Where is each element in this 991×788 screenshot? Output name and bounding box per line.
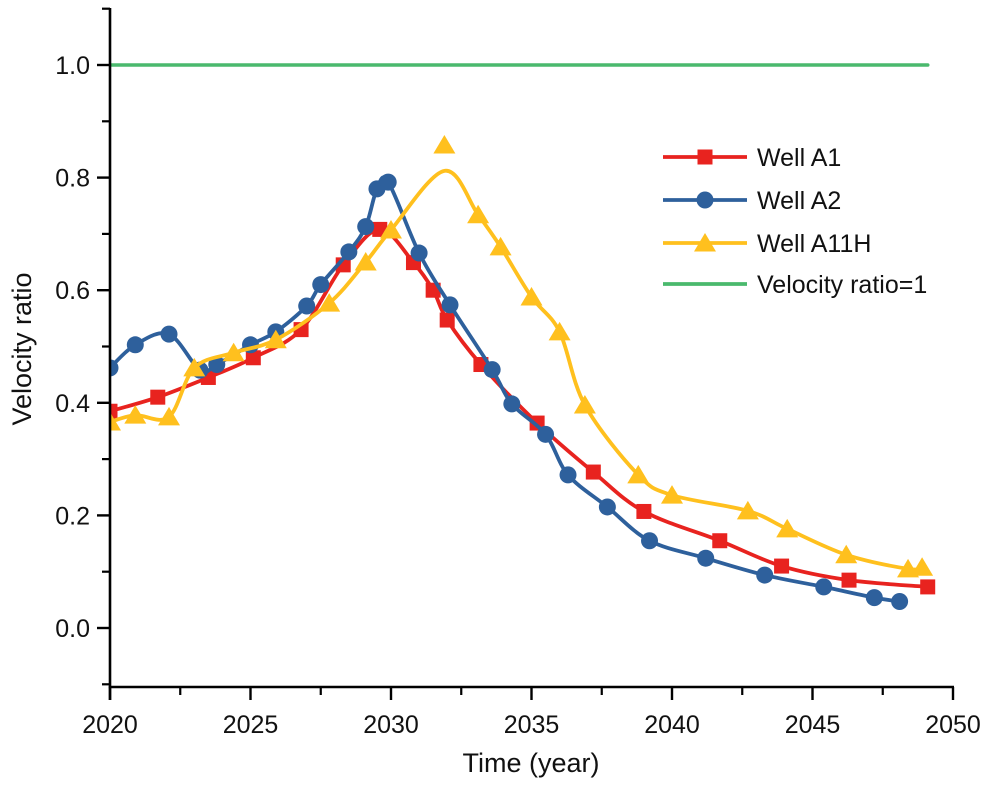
circle-marker (865, 589, 883, 607)
circle-marker (503, 395, 521, 413)
legend-label: Well A11H (757, 230, 871, 258)
triangle-marker (489, 236, 512, 256)
circle-marker (126, 336, 144, 354)
series-well-a11h (111, 134, 934, 578)
y-tick-label: 0.4 (55, 390, 90, 418)
legend-label: Well A2 (757, 187, 841, 215)
axes-layer (97, 7, 955, 700)
circle-marker (641, 532, 659, 550)
circle-marker (160, 325, 178, 343)
triangle-marker (264, 329, 287, 349)
triangle-marker (354, 252, 377, 271)
square-marker-icon (697, 149, 713, 165)
square-marker (841, 572, 857, 588)
triangle-marker (124, 405, 147, 424)
x-tick-label: 2050 (925, 711, 981, 739)
triangle-marker (111, 413, 121, 431)
circle-marker (208, 356, 226, 374)
circle-marker (379, 173, 397, 191)
circle-marker (357, 218, 375, 236)
triangle-marker (222, 342, 245, 362)
y-tick-label: 0.0 (55, 615, 90, 643)
triangle-marker (911, 557, 934, 576)
y-tick-label: 0.8 (55, 165, 90, 193)
legend-label: Velocity ratio=1 (757, 271, 927, 299)
x-tick-label: 2030 (363, 711, 419, 739)
square-marker (585, 464, 601, 480)
series-layer (111, 63, 936, 611)
x-tick-label: 2020 (82, 711, 138, 739)
circle-marker (410, 244, 428, 262)
triangle-marker (627, 464, 650, 484)
triangle-marker (835, 544, 858, 564)
square-marker (111, 403, 118, 419)
circle-marker (111, 359, 119, 377)
square-marker (774, 558, 790, 574)
square-marker (920, 579, 936, 595)
circle-marker (815, 578, 833, 596)
x-tick-label: 2045 (785, 711, 841, 739)
circle-marker-icon (696, 191, 714, 209)
legend-item-well-a11h: Well A11H (663, 230, 871, 258)
circle-marker (559, 466, 577, 484)
legend-item-well-a2: Well A2 (663, 187, 841, 215)
triangle-marker (433, 134, 456, 154)
triangle-marker (548, 321, 571, 341)
square-marker (636, 503, 652, 519)
circle-marker (312, 276, 330, 294)
circle-marker (598, 498, 616, 516)
legend-label: Well A1 (757, 144, 841, 172)
x-tick-label: 2040 (644, 711, 700, 739)
circle-marker (537, 425, 555, 443)
circle-marker (441, 296, 459, 314)
y-tick-label: 0.2 (55, 502, 90, 530)
circle-marker (697, 549, 715, 567)
y-axis-title: Velocity ratio (7, 272, 37, 425)
triangle-marker (158, 406, 181, 426)
tick-label-layer: 2020 2025 2030 2035 2040 2045 2050 0.0 0.2 0.4 0.6… (55, 52, 981, 739)
x-tick-label: 2035 (504, 711, 560, 739)
square-marker (245, 350, 261, 366)
legend-item-velocity-ratio-1: Velocity ratio=1 (663, 271, 927, 299)
series-well-a2 (111, 173, 909, 611)
square-marker (150, 389, 166, 405)
x-tick-label: 2025 (223, 711, 279, 739)
circle-marker (483, 361, 501, 379)
x-axis-title: Time (year) (462, 748, 599, 778)
circle-marker (298, 297, 316, 315)
y-tick-label: 0.6 (55, 277, 90, 305)
circle-marker (340, 243, 358, 261)
square-marker (439, 312, 455, 328)
triangle-marker-icon (694, 233, 716, 252)
triangle-marker (183, 357, 206, 377)
legend: Well A1 Well A2 Well A11H Velocity ratio=1 (663, 144, 927, 299)
triangle-marker (661, 485, 683, 504)
series-line (111, 168, 924, 572)
triangle-marker (467, 204, 490, 224)
triangle-marker (520, 286, 543, 306)
circle-marker (891, 593, 909, 611)
square-marker (712, 533, 728, 549)
triangle-marker (573, 395, 596, 414)
triangle-marker (736, 500, 759, 520)
circle-marker (756, 566, 774, 584)
triangle-marker (318, 293, 341, 312)
legend-item-well-a1: Well A1 (663, 144, 841, 172)
y-tick-label: 1.0 (55, 52, 90, 80)
triangle-marker (380, 219, 402, 239)
triangle-marker (776, 518, 799, 538)
